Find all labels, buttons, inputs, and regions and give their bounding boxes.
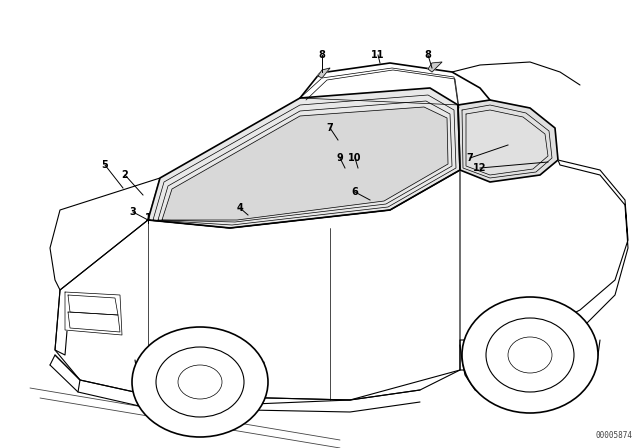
Polygon shape bbox=[50, 178, 160, 290]
Text: 8: 8 bbox=[424, 50, 431, 60]
Text: 00005874: 00005874 bbox=[595, 431, 632, 440]
Text: 8: 8 bbox=[319, 50, 325, 60]
Text: 4: 4 bbox=[237, 203, 243, 213]
Ellipse shape bbox=[462, 297, 598, 413]
Text: 11: 11 bbox=[371, 50, 385, 60]
Text: 3: 3 bbox=[130, 207, 136, 217]
Polygon shape bbox=[428, 62, 442, 72]
Polygon shape bbox=[55, 170, 460, 405]
Polygon shape bbox=[318, 68, 330, 78]
Text: 7: 7 bbox=[326, 123, 333, 133]
Text: 6: 6 bbox=[351, 187, 358, 197]
Text: 7: 7 bbox=[467, 153, 474, 163]
Polygon shape bbox=[65, 292, 122, 335]
Polygon shape bbox=[148, 88, 460, 228]
Polygon shape bbox=[458, 100, 558, 182]
Text: 9: 9 bbox=[337, 153, 344, 163]
Text: 5: 5 bbox=[102, 160, 108, 170]
Polygon shape bbox=[460, 160, 628, 370]
Text: 1: 1 bbox=[145, 213, 152, 223]
Text: 2: 2 bbox=[122, 170, 129, 180]
Text: 10: 10 bbox=[348, 153, 362, 163]
Polygon shape bbox=[162, 107, 448, 220]
Text: 12: 12 bbox=[473, 163, 487, 173]
Polygon shape bbox=[50, 178, 160, 290]
Ellipse shape bbox=[132, 327, 268, 437]
